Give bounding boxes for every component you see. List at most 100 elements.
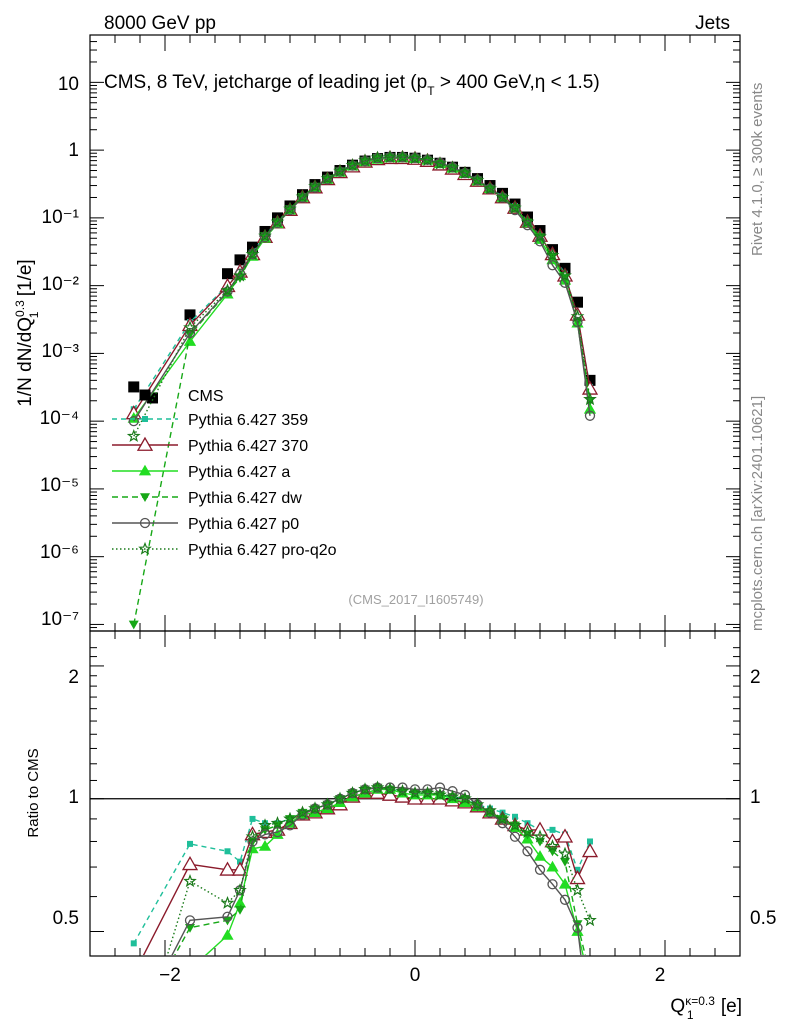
y-tick-label: 10⁻¹ <box>42 207 80 228</box>
ratio-line-a <box>204 788 584 955</box>
ratio-point-pro-q2o <box>220 895 235 909</box>
ratio-point-359 <box>224 848 231 855</box>
ratio-point-pro-q2o <box>258 818 272 832</box>
ratio-point-p0 <box>297 809 308 820</box>
legend-marker-370 <box>136 436 154 451</box>
data-point-p0 <box>522 220 533 231</box>
ratio-point-370 <box>581 842 599 858</box>
data-point-cms <box>128 381 140 393</box>
data-point-cms <box>147 392 158 404</box>
legend-marker-p0 <box>139 517 151 529</box>
ratio-point-dw <box>560 857 570 867</box>
ratio-point-pro-q2o <box>408 785 422 799</box>
data-point-pro-q2o <box>295 189 310 203</box>
ratio-point-359 <box>249 815 256 822</box>
ratio-point-dw <box>585 971 595 980</box>
ratio-point-370 <box>181 856 199 871</box>
data-point-pro-q2o <box>126 428 141 443</box>
data-point-pro-q2o <box>508 200 522 214</box>
data-point-pro-q2o <box>183 320 197 334</box>
analysis-watermark: (CMS_2017_I1605749) <box>348 592 483 607</box>
ratio-point-pro-q2o <box>533 829 547 843</box>
ratio-point-pro-q2o <box>383 782 397 796</box>
ratio-point-p0 <box>572 922 583 933</box>
series-line-a <box>133 157 591 419</box>
ratio-point-370 <box>569 870 586 885</box>
ratio-point-pro-q2o <box>508 818 522 832</box>
series-a <box>127 151 597 423</box>
y-tick-label: 10⁻⁵ <box>40 475 79 496</box>
y-tick-label: 10⁻⁶ <box>40 542 79 563</box>
ratio-point-pro-q2o <box>358 782 372 796</box>
data-point-p0 <box>509 205 521 216</box>
series-line-370 <box>133 157 591 414</box>
data-point-p0 <box>322 174 333 185</box>
data-point-p0 <box>297 192 308 203</box>
data-point-pro-q2o <box>370 150 385 164</box>
ratio-series-layer <box>127 780 599 980</box>
ratio-point-pro-q2o <box>270 816 285 830</box>
legend-marker-dw <box>140 493 150 502</box>
data-point-pro-q2o <box>320 171 335 185</box>
data-point-pro-q2o <box>395 149 410 163</box>
rivet-version-label: Rivet 4.1.0, ≥ 300k events <box>749 83 766 256</box>
ratio-point-359 <box>130 940 137 947</box>
data-point-pro-q2o <box>520 214 535 228</box>
ratio-point-pro-q2o <box>283 811 297 825</box>
data-point-pro-q2o <box>258 228 272 242</box>
ratio-point-a <box>558 877 572 889</box>
series-pro-q2o <box>126 149 597 443</box>
data-point-p0 <box>284 205 296 216</box>
ratio-line-p0 <box>171 786 582 955</box>
ratio-point-370 <box>127 967 141 979</box>
ratio-y-tick-label: 0.5 <box>53 908 79 929</box>
y-tick-label: 10 <box>58 74 79 95</box>
data-point-pro-q2o <box>408 151 422 164</box>
ratio-line-370 <box>142 792 591 955</box>
ratio-point-p0 <box>422 784 433 795</box>
data-point-pro-q2o <box>470 173 485 186</box>
data-point-cms <box>572 296 583 308</box>
data-point-pro-q2o <box>570 309 585 323</box>
legend-label-cms: CMS <box>188 388 224 405</box>
main-y-axis-label: 1/N dN/dQ0.31 [1/e] <box>13 259 41 406</box>
ratio-point-p0 <box>447 786 458 797</box>
ratio-series-p0 <box>171 782 583 955</box>
data-point-p0 <box>128 416 139 427</box>
ratio-point-pro-q2o <box>245 829 260 843</box>
data-point-cms <box>234 254 246 266</box>
data-point-p0 <box>309 182 321 193</box>
ratio-point-p0 <box>522 846 533 857</box>
series-370 <box>125 149 599 420</box>
data-point-pro-q2o <box>245 247 260 261</box>
ratio-point-pro-q2o <box>295 805 310 819</box>
ratio-point-a <box>185 965 195 974</box>
series-359 <box>130 154 593 413</box>
ratio-point-pro-q2o <box>233 883 247 897</box>
ratio-point-p0 <box>272 826 283 838</box>
legend-marker-pro-q2o <box>138 541 152 555</box>
ratio-y-tick-label-right: 1 <box>750 787 761 808</box>
ratio-point-359 <box>549 826 556 833</box>
ratio-point-a <box>233 896 247 908</box>
ratio-point-pro-q2o <box>445 789 460 803</box>
x-axis-label: Qκ=0.3 1 [e] <box>670 994 742 1022</box>
ratio-point-p0 <box>559 894 571 905</box>
ratio-point-pro-q2o <box>345 785 360 799</box>
ratio-y-axis-label: Ratio to CMS <box>25 748 42 837</box>
ratio-point-p0 <box>484 807 496 818</box>
data-point-pro-q2o <box>333 163 347 178</box>
ratio-y-tick-labels: 2 1 0.5 2 1 0.5 <box>53 667 777 929</box>
ratio-point-pro-q2o <box>420 785 435 799</box>
data-point-p0 <box>534 236 546 247</box>
ratio-point-pro-q2o <box>320 797 335 811</box>
mcplots-source-label: mcplots.cern.ch [arXiv:2401.10621] <box>749 396 766 631</box>
data-point-pro-q2o <box>445 160 460 174</box>
data-point-pro-q2o <box>220 283 235 297</box>
series-p0 <box>128 151 596 427</box>
data-point-dw <box>535 233 545 243</box>
data-point-p0 <box>584 410 596 421</box>
data-point-pro-q2o <box>283 201 297 215</box>
data-point-a <box>183 335 197 346</box>
